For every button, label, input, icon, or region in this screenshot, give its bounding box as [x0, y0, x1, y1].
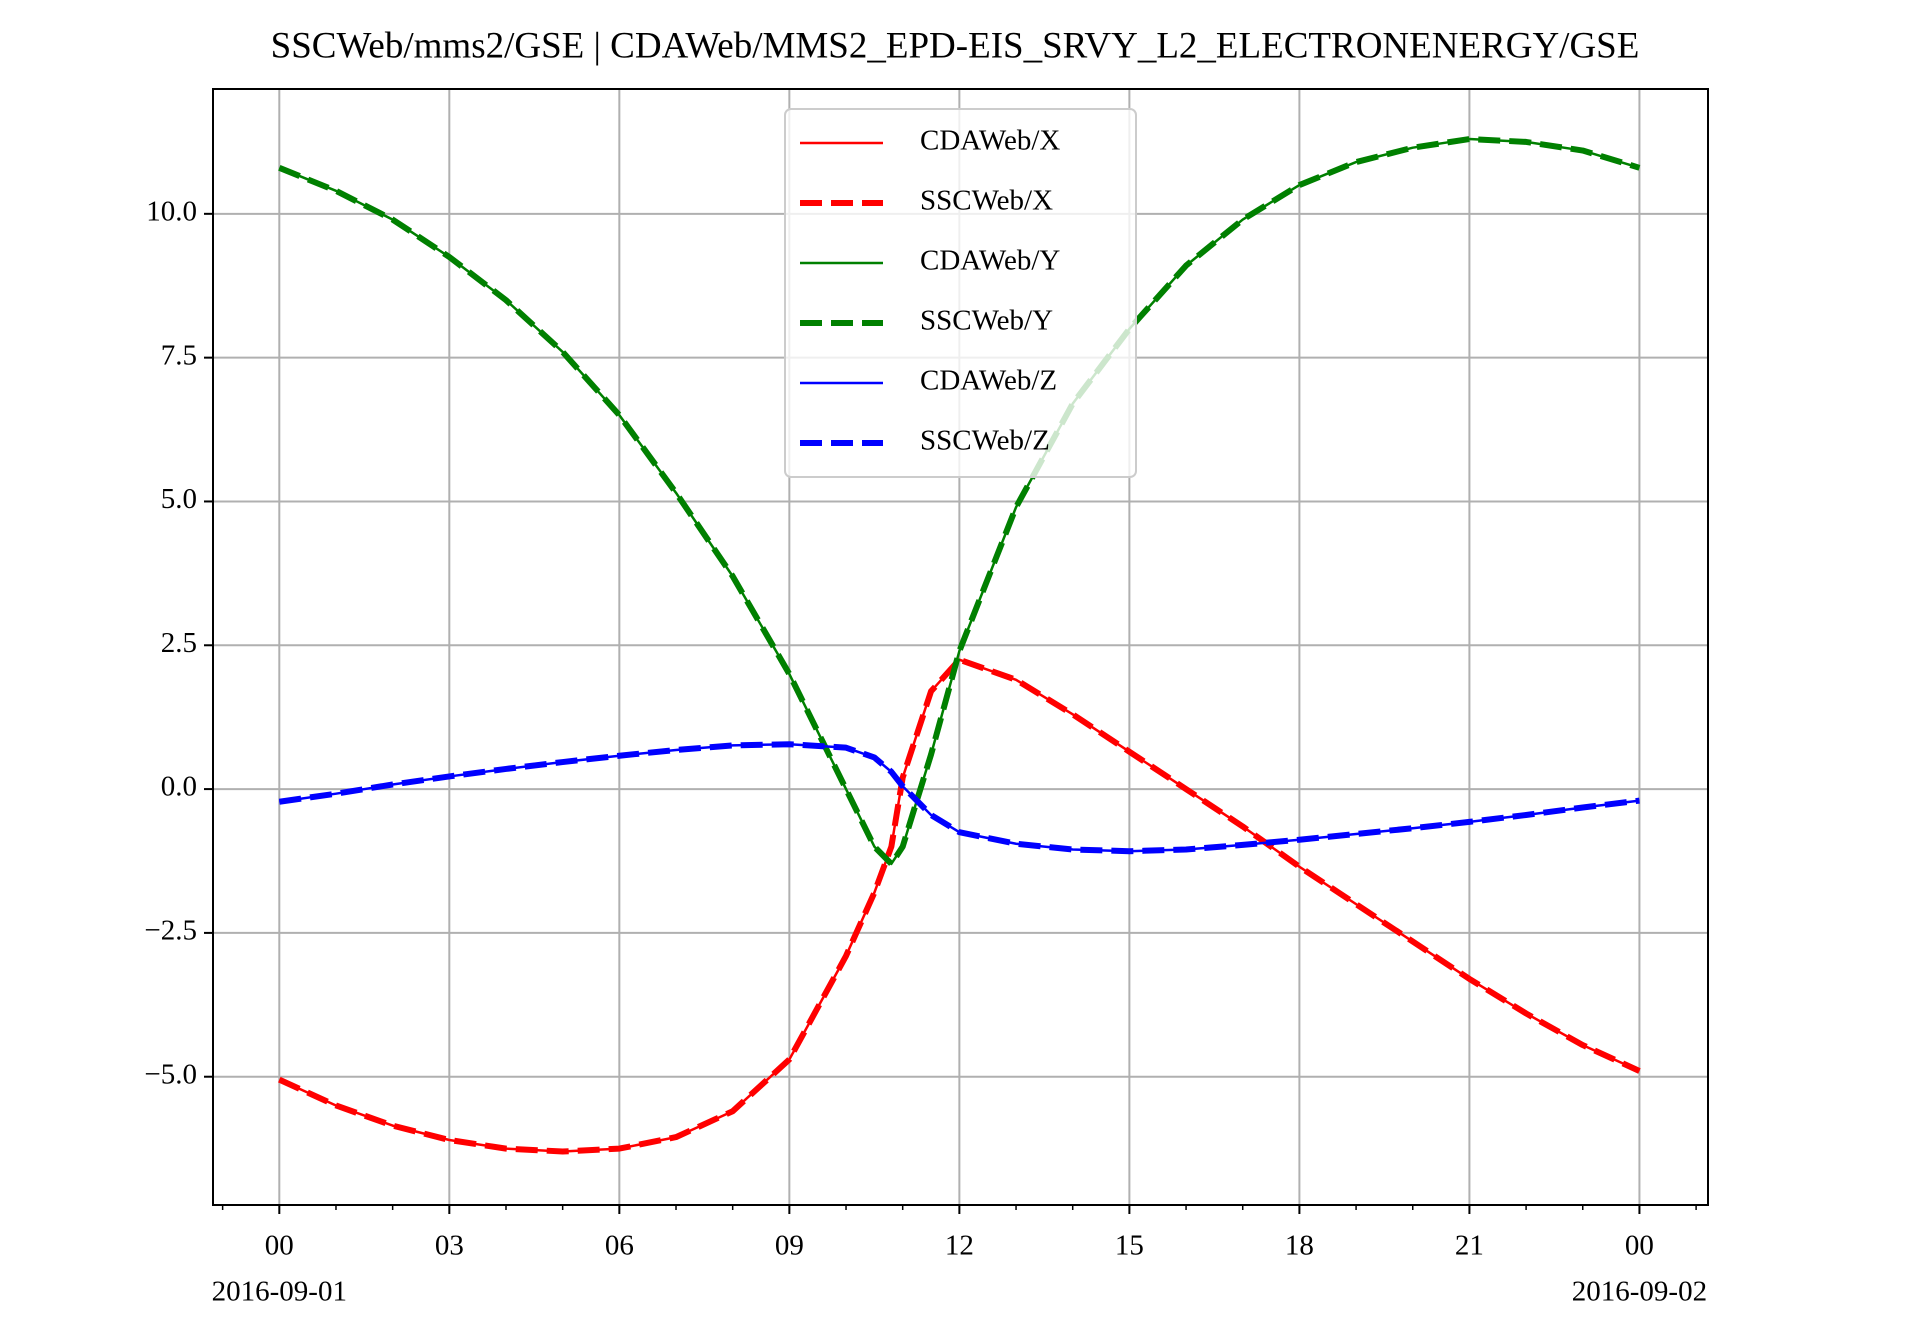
x-tick-label: 00 [265, 1230, 294, 1262]
y-tick-label: −2.5 [144, 915, 197, 947]
y-tick-label: 2.5 [161, 627, 197, 659]
legend-label: CDAWeb/Z [920, 365, 1057, 397]
y-tick-label: −5.0 [144, 1058, 197, 1090]
legend-box [784, 108, 1137, 478]
x-tick-label: 18 [1285, 1230, 1314, 1262]
series-line [278, 656, 1641, 1155]
legend-label: CDAWeb/X [920, 125, 1060, 157]
plot-frame [212, 88, 1709, 1206]
legend-label: CDAWeb/Y [920, 245, 1060, 277]
y-tick-label: 5.0 [161, 483, 197, 515]
y-tick-label: 7.5 [161, 339, 197, 371]
x-tick-label: 09 [775, 1230, 804, 1262]
x-tick-label: 03 [435, 1230, 464, 1262]
y-tick-label: 10.0 [146, 195, 197, 227]
chart-title: SSCWeb/mms2/GSE | CDAWeb/MMS2_EPD-EIS_SR… [271, 25, 1640, 66]
x-tick-label: 12 [945, 1230, 974, 1262]
legend-label: SSCWeb/Z [920, 425, 1050, 457]
y-tick-label: 0.0 [161, 771, 197, 803]
x-tick-label: 21 [1455, 1230, 1484, 1262]
x-tick-label: 00 [1625, 1230, 1654, 1262]
x-date-label: 2016-09-01 [212, 1276, 347, 1308]
series-line [278, 741, 1640, 855]
legend-label: SSCWeb/Y [920, 305, 1053, 337]
x-date-label: 2016-09-02 [1572, 1276, 1707, 1308]
x-tick-label: 06 [605, 1230, 634, 1262]
legend-label: SSCWeb/X [920, 185, 1053, 217]
x-tick-label: 15 [1115, 1230, 1144, 1262]
